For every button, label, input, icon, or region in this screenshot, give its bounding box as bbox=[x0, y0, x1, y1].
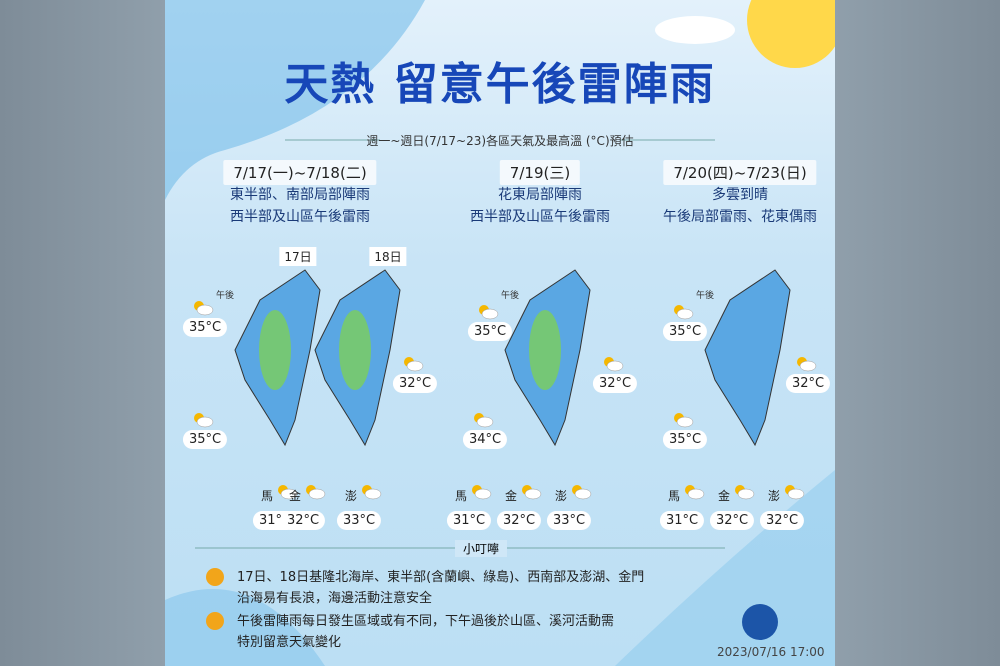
cloud-icon bbox=[474, 488, 492, 500]
max-temp: 35°C bbox=[467, 322, 513, 341]
decor bbox=[165, 0, 835, 666]
panel-text: 午後局部雷雨、花東偶雨 bbox=[663, 209, 817, 225]
rain-area bbox=[529, 310, 561, 390]
notes-heading: 小叮嚀 bbox=[455, 540, 508, 557]
max-temp: 32°C bbox=[785, 374, 831, 393]
note-text: 沿海易有長浪，海邊活動注意安全 bbox=[237, 591, 433, 606]
island-name: 金 bbox=[289, 489, 302, 503]
rain-area bbox=[259, 310, 291, 390]
max-temp: 32°C bbox=[592, 374, 638, 393]
cloud bbox=[655, 16, 735, 44]
panel-date: 7/20(四)~7/23(日) bbox=[663, 160, 817, 185]
island-temp: 33°C bbox=[546, 511, 592, 530]
island-name: 馬 bbox=[668, 489, 681, 503]
cloud-icon bbox=[524, 488, 542, 500]
panel-date: 7/19(三) bbox=[499, 160, 581, 185]
afternoon-label: 午後 bbox=[500, 291, 520, 301]
island-temp: 32°C bbox=[759, 511, 805, 530]
island-name: 金 bbox=[505, 489, 518, 503]
logo bbox=[742, 604, 778, 640]
cloud-icon bbox=[196, 416, 214, 428]
island-name: 馬 bbox=[455, 489, 468, 503]
rain-area bbox=[339, 310, 371, 390]
wave bbox=[165, 589, 325, 666]
cloud-icon bbox=[196, 304, 214, 316]
cloud-icon bbox=[687, 488, 705, 500]
warning-icon bbox=[206, 568, 224, 586]
subtitle: 週一~週日(7/17~23)各區天氣及最高溫 (°C)預估 bbox=[366, 134, 634, 148]
note-text: 午後雷陣雨每日發生區域或有不同，下午過後於山區、溪河活動需 bbox=[237, 614, 615, 629]
island-temp: 31°C bbox=[659, 511, 705, 530]
infographic: 天熱 留意午後雷陣雨 週一~週日(7/17~23)各區天氣及最高溫 (°C)預估… bbox=[165, 0, 835, 666]
panel-text: 多雲到晴 bbox=[712, 187, 768, 203]
panel-text: 花東局部陣雨 bbox=[498, 187, 582, 203]
cloud-icon bbox=[574, 488, 592, 500]
sun bbox=[747, 0, 835, 68]
island-temp: 32°C bbox=[280, 511, 326, 530]
island-name: 澎 bbox=[345, 489, 358, 503]
panel-text: 東半部、南部局部陣雨 bbox=[230, 187, 370, 203]
afternoon-label: 午後 bbox=[215, 291, 235, 301]
cloud-icon bbox=[787, 488, 805, 500]
map-day: 17日 bbox=[279, 247, 317, 266]
max-temp: 32°C bbox=[392, 374, 438, 393]
island-name: 澎 bbox=[555, 489, 568, 503]
island-name: 金 bbox=[718, 489, 731, 503]
cloud-icon bbox=[280, 488, 298, 500]
panel-text: 西半部及山區午後雷雨 bbox=[470, 209, 610, 225]
cloud-icon bbox=[676, 308, 694, 320]
cloud-icon bbox=[676, 416, 694, 428]
max-temp: 35°C bbox=[182, 318, 228, 337]
title: 天熱 留意午後雷陣雨 bbox=[284, 59, 716, 110]
island-temp: 31°C bbox=[446, 511, 492, 530]
island-name: 馬 bbox=[261, 489, 274, 503]
island-temp: 32°C bbox=[496, 511, 542, 530]
island-temp: 33°C bbox=[336, 511, 382, 530]
island-temp: 32°C bbox=[709, 511, 755, 530]
max-temp: 35°C bbox=[182, 430, 228, 449]
cloud-icon bbox=[476, 416, 494, 428]
warning-icon bbox=[206, 612, 224, 630]
cloud-icon bbox=[799, 360, 817, 372]
cloud-icon bbox=[737, 488, 755, 500]
max-temp: 35°C bbox=[662, 430, 708, 449]
note-text: 特別留意天氣變化 bbox=[237, 635, 342, 650]
cloud-icon bbox=[308, 488, 326, 500]
cloud-icon bbox=[364, 488, 382, 500]
cloud-icon bbox=[481, 308, 499, 320]
map-day: 18日 bbox=[369, 247, 407, 266]
max-temp: 34°C bbox=[462, 430, 508, 449]
afternoon-label: 午後 bbox=[695, 291, 715, 301]
taiwan-map bbox=[704, 269, 791, 447]
cloud-icon bbox=[406, 360, 424, 372]
timestamp: 2023/07/16 17:00 bbox=[717, 645, 825, 659]
wave bbox=[165, 0, 425, 200]
panel-date: 7/17(一)~7/18(二) bbox=[223, 160, 377, 185]
cloud-icon bbox=[606, 360, 624, 372]
island-name: 澎 bbox=[768, 489, 781, 503]
max-temp: 35°C bbox=[662, 322, 708, 341]
panel-text: 西半部及山區午後雷雨 bbox=[230, 209, 370, 225]
note-text: 17日、18日基隆北海岸、東半部(含蘭嶼、綠島)、西南部及澎湖、金門 bbox=[237, 570, 645, 585]
